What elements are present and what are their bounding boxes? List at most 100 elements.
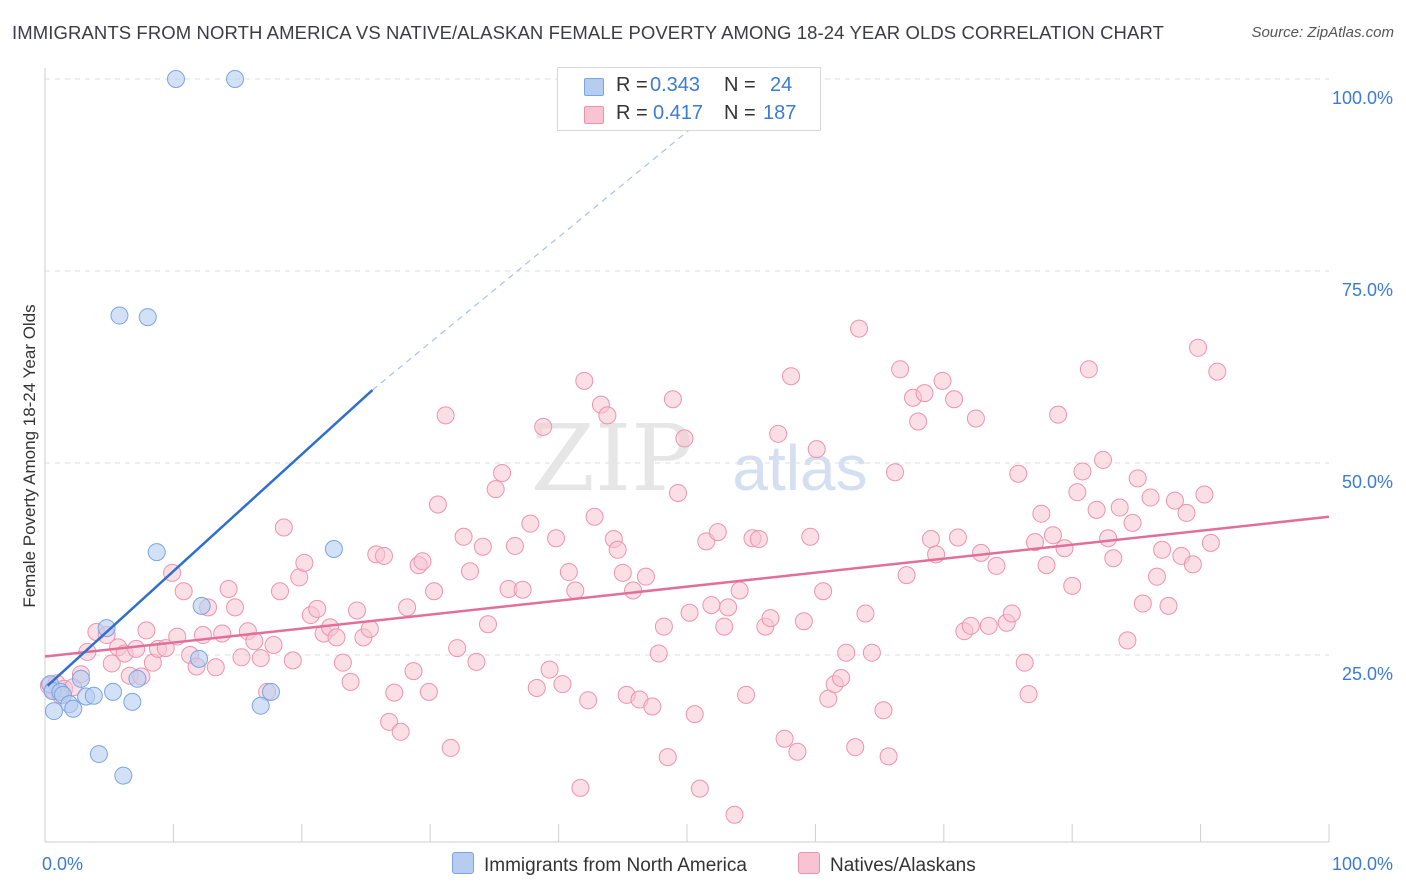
- immigrants-point: [251, 696, 270, 715]
- natives-alaskans-point: [486, 480, 505, 499]
- natives-alaskans-point: [436, 406, 455, 425]
- natives-alaskans-point: [807, 440, 826, 459]
- natives-alaskans-point: [398, 598, 417, 617]
- natives-alaskans-point: [1208, 362, 1227, 381]
- natives-alaskans-point: [174, 582, 193, 601]
- bottom-legend-label: Natives/Alaskans: [830, 855, 976, 876]
- natives-alaskans-point: [897, 566, 916, 585]
- natives-alaskans-point: [385, 683, 404, 702]
- natives-alaskans-point: [837, 643, 856, 662]
- immigrants-point: [114, 766, 133, 785]
- natives-alaskans-point: [933, 371, 952, 390]
- natives-alaskans-point: [1159, 596, 1178, 615]
- immigrants-point: [138, 308, 157, 327]
- source-label: Source: ZipAtlas.com: [1251, 24, 1394, 41]
- natives-alaskans-point: [1189, 338, 1208, 357]
- natives-alaskans-point: [775, 729, 794, 748]
- correlation-legend: R = 0.343 N = 24 R = 0.417 N = 187: [557, 67, 821, 131]
- natives-alaskans-point: [702, 596, 721, 615]
- trend-lines: [44, 78, 1330, 687]
- bottom-legend-swatch-pink: [798, 852, 820, 874]
- bottom-legend-natives: Natives/Alaskans: [798, 852, 976, 877]
- natives-alaskans-point: [1118, 631, 1137, 650]
- natives-alaskans-point: [274, 518, 293, 537]
- natives-alaskans-point: [961, 616, 980, 635]
- natives-alaskans-point: [579, 691, 598, 710]
- natives-alaskans-point: [467, 652, 486, 671]
- natives-alaskans-point: [658, 748, 677, 767]
- natives-alaskans-point: [1087, 500, 1106, 519]
- natives-alaskans-point: [308, 599, 327, 618]
- natives-alaskans-point: [425, 582, 444, 601]
- natives-alaskans-point: [856, 604, 875, 623]
- natives-alaskans-point: [1073, 462, 1092, 481]
- natives-alaskans-point: [1141, 488, 1160, 507]
- natives-alaskans-point: [1094, 450, 1113, 469]
- natives-alaskans-point: [270, 582, 289, 601]
- natives-alaskans-point: [333, 653, 352, 672]
- natives-alaskans-point: [879, 747, 898, 766]
- natives-alaskans-point: [428, 495, 447, 514]
- legend-row-immigrants: R = 0.343 N = 24: [558, 72, 820, 100]
- immigrants-point: [64, 699, 83, 718]
- natives-alaskans-point: [540, 660, 559, 679]
- natives-alaskans-point: [737, 685, 756, 704]
- natives-alaskans-point: [493, 463, 512, 482]
- y-tick-label: 100.0%: [1332, 88, 1393, 108]
- natives-alaskans-point: [788, 742, 807, 761]
- natives-alaskans-point: [921, 530, 940, 549]
- x-tick-label: 100.0%: [1332, 854, 1393, 874]
- natives-alaskans-point: [461, 562, 480, 581]
- immigrants-point: [97, 619, 116, 638]
- axes: [44, 68, 1330, 843]
- natives-alaskans-point: [663, 390, 682, 409]
- natives-alaskans-point: [690, 779, 709, 798]
- natives-alaskans-point: [527, 679, 546, 698]
- y-tick-label: 75.0%: [1342, 280, 1393, 300]
- natives-alaskans-point: [598, 406, 617, 425]
- natives-alaskans-point: [1177, 503, 1196, 522]
- natives-alaskans-point: [137, 621, 156, 640]
- legend-n-value: 24: [770, 74, 793, 96]
- watermark-atlas: atlas: [732, 432, 867, 504]
- natives-alaskans-point: [219, 579, 238, 598]
- natives-alaskans-point: [534, 417, 553, 436]
- natives-alaskans-point: [948, 528, 967, 547]
- natives-alaskans-point: [566, 581, 585, 600]
- natives-alaskans-point: [1153, 540, 1172, 559]
- natives-alaskans-point: [374, 546, 393, 565]
- gridlines: [45, 78, 1329, 656]
- natives-alaskans-point: [1110, 498, 1129, 517]
- natives-alaskans-point: [891, 360, 910, 379]
- natives-alaskans-point: [448, 639, 467, 658]
- natives-alaskans-point: [1015, 653, 1034, 672]
- immigrants-point: [147, 543, 166, 562]
- legend-n-label: N =: [724, 102, 756, 124]
- natives-alaskans-point: [1147, 567, 1166, 586]
- natives-alaskans-point: [1068, 483, 1087, 502]
- natives-alaskans-point: [206, 658, 225, 677]
- natives-alaskans-point: [654, 617, 673, 636]
- natives-alaskans-point: [832, 669, 851, 688]
- immigrants-points: [41, 70, 343, 785]
- natives-alaskans-point: [669, 483, 688, 502]
- natives-alaskans-point: [846, 738, 865, 757]
- natives-alaskans-point: [1099, 529, 1118, 548]
- natives-alaskans-point: [473, 537, 492, 556]
- y-tick-label: 25.0%: [1342, 664, 1393, 684]
- natives-alaskans-point: [909, 412, 928, 431]
- natives-alaskans-point: [761, 609, 780, 628]
- natives-alaskans-point: [1165, 491, 1184, 510]
- natives-alaskans-point: [680, 603, 699, 622]
- natives-alaskans-point: [749, 530, 768, 549]
- legend-n-value: 187: [763, 102, 797, 124]
- natives-alaskans-point: [454, 527, 473, 546]
- natives-alaskans-points: [39, 319, 1227, 824]
- natives-alaskans-point: [264, 636, 283, 655]
- natives-alaskans-point: [624, 581, 643, 600]
- natives-alaskans-point: [1133, 594, 1152, 613]
- natives-alaskans-point: [794, 612, 813, 631]
- natives-alaskans-point: [380, 712, 399, 731]
- natives-alaskans-point: [341, 672, 360, 691]
